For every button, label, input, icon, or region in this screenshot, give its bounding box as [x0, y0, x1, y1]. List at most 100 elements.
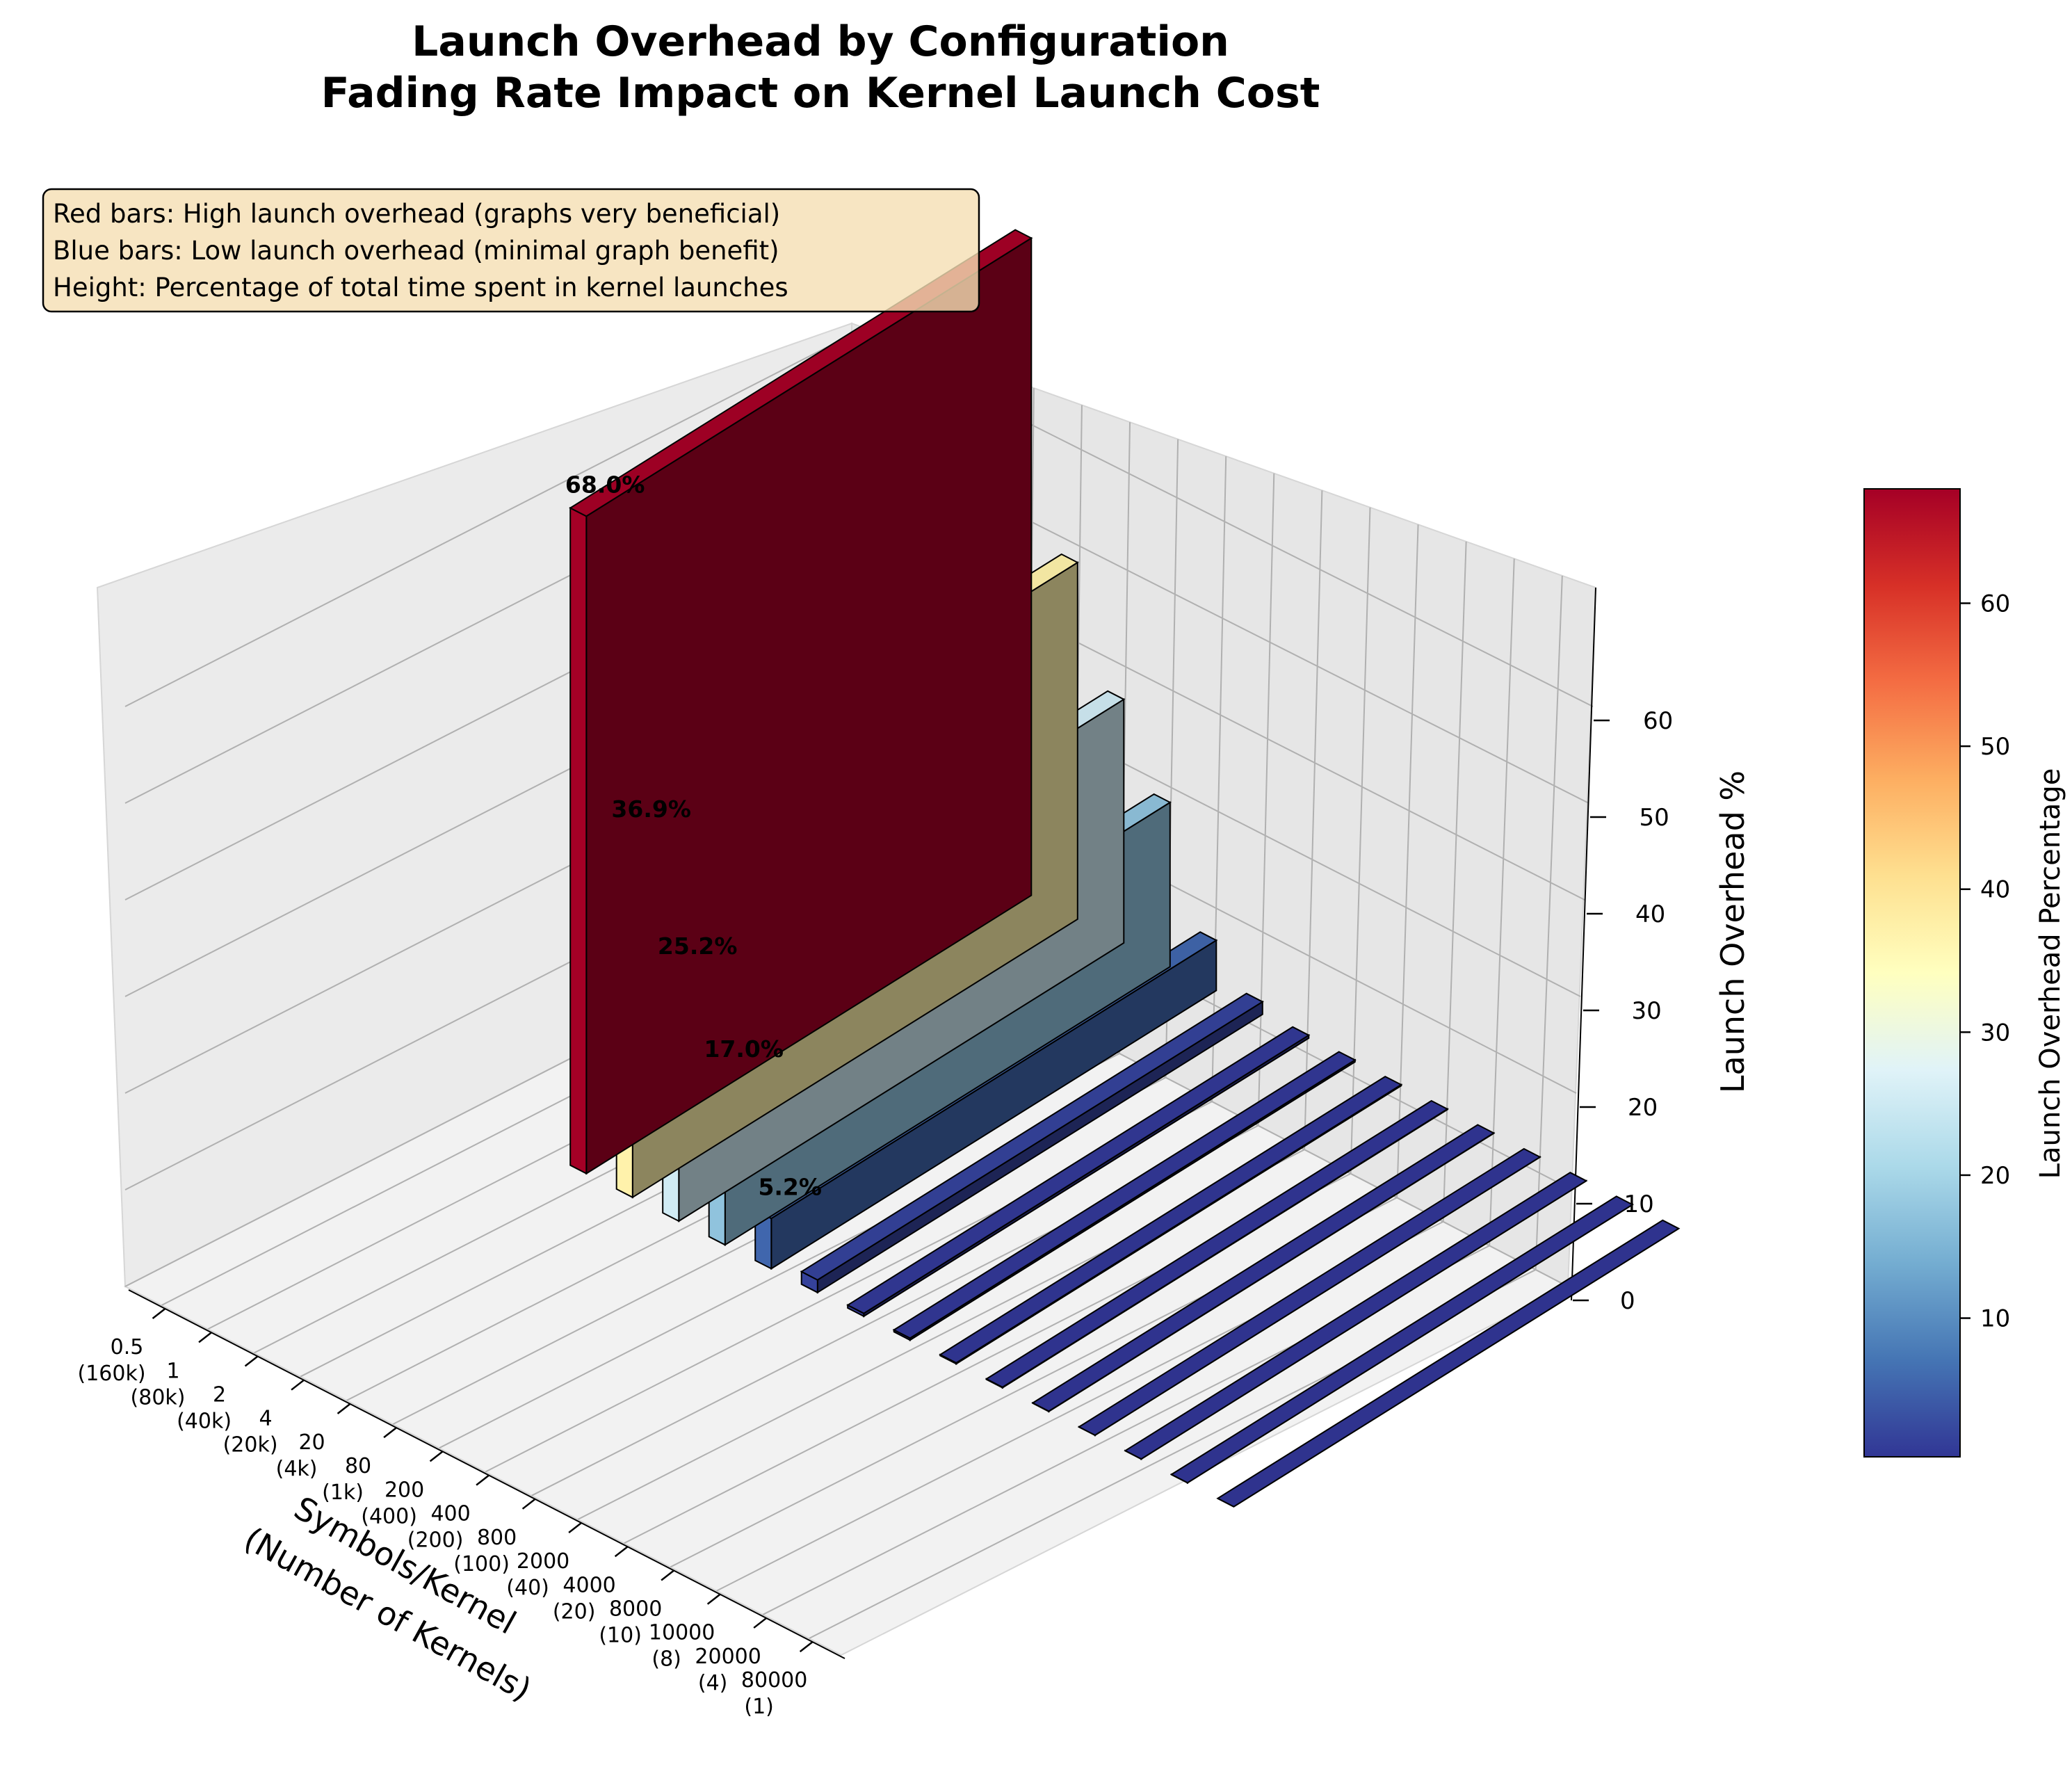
x-tick-mark — [706, 1593, 721, 1605]
x-tick-mark — [383, 1427, 397, 1439]
x-gridline-wall — [1535, 575, 1563, 1270]
bar-top-face — [1169, 1195, 1634, 1484]
x-tick-sublabel: (160k) — [78, 1362, 146, 1386]
z-axis-label: Launch Overhead % — [1714, 770, 1751, 1093]
bar — [569, 229, 1033, 1175]
x-tick-label: 20 — [298, 1430, 325, 1455]
x-tick-sublabel: (1) — [744, 1695, 774, 1719]
annotation-line-1: Red bars: High launch overhead (graphs v… — [53, 199, 780, 229]
x-tick-sublabel: (4k) — [276, 1457, 318, 1481]
x-tick-sublabel: (400) — [361, 1504, 417, 1528]
z-tick-label: 50 — [1640, 804, 1669, 832]
x-tick-mark — [614, 1546, 629, 1558]
x-tick-sublabel: (4) — [698, 1671, 728, 1695]
x-tick-label: 400 — [430, 1502, 470, 1526]
colorbar-label: Launch Overhead Percentage — [2034, 768, 2066, 1179]
x-tick-mark — [568, 1522, 582, 1534]
x-tick-mark — [152, 1308, 166, 1320]
bar-value-label: 5.2% — [758, 1173, 822, 1200]
x-tick-sublabel: (40k) — [177, 1409, 232, 1433]
bar — [985, 1099, 1449, 1389]
chart-title-line-2: Fading Rate Impact on Kernel Launch Cost — [321, 69, 1320, 118]
x-tick-label: 4 — [259, 1407, 273, 1431]
bar — [1169, 1195, 1634, 1485]
annotation-box: Red bars: High launch overhead (graphs v… — [42, 188, 980, 313]
bar-top-face — [985, 1099, 1449, 1389]
x-tick-label: 10000 — [649, 1621, 715, 1645]
bar — [800, 992, 1264, 1294]
colorbar-tick-label: 50 — [1980, 733, 2010, 761]
bar-top-face — [939, 1075, 1403, 1364]
z-tick-label: 40 — [1635, 901, 1665, 928]
colorbar-tick-label: 10 — [1980, 1305, 2010, 1333]
x-axis-line — [128, 1289, 845, 1659]
bar-top-face — [1031, 1124, 1496, 1412]
bar-top-face — [1077, 1147, 1541, 1437]
z-gridline-left — [124, 334, 852, 707]
x-tick-label: 80000 — [741, 1668, 807, 1693]
z-tick-label: 0 — [1620, 1287, 1635, 1315]
bar-top-face — [800, 992, 1264, 1281]
bar — [1077, 1147, 1541, 1437]
bar-top-face — [892, 1051, 1357, 1339]
bar — [1216, 1219, 1681, 1508]
x-tick-label: 200 — [385, 1478, 424, 1502]
x-tick-mark — [198, 1332, 212, 1343]
colorbar — [1863, 488, 1961, 1458]
x-tick-label: 20000 — [695, 1645, 761, 1669]
bar-value-label: 68.0% — [565, 471, 645, 498]
x-tick-mark — [291, 1379, 305, 1391]
x-tick-mark — [799, 1641, 814, 1653]
x-gridline-wall — [1489, 558, 1515, 1246]
x-tick-mark — [244, 1355, 259, 1367]
bar-value-label: 17.0% — [704, 1035, 784, 1063]
z-tick-label: 30 — [1632, 997, 1662, 1025]
x-tick-label: 0.5 — [111, 1335, 144, 1359]
chart-title-line-1: Launch Overhead by Configuration — [412, 17, 1229, 66]
x-tick-sublabel: (20k) — [223, 1433, 278, 1458]
x-tick-sublabel: (80k) — [131, 1385, 186, 1410]
x-tick-mark — [521, 1498, 536, 1510]
x-gridline-wall — [1257, 473, 1275, 1126]
colorbar-ticks: 10 20 30 40 50 60 — [1960, 590, 2010, 1333]
x-tick-mark — [753, 1617, 767, 1629]
x-tick-label: 4000 — [562, 1573, 615, 1597]
z-tick-label: 20 — [1628, 1094, 1658, 1122]
colorbar-tick-label: 20 — [1980, 1162, 2010, 1190]
bar — [892, 1051, 1357, 1341]
x-tick-sublabel: (10) — [599, 1623, 642, 1647]
annotation-line-2: Blue bars: Low launch overhead (minimal … — [53, 236, 779, 266]
bar-front-face — [569, 506, 588, 1175]
bar — [1124, 1172, 1588, 1461]
bar — [846, 1026, 1311, 1318]
bar-value-label: 25.2% — [658, 933, 738, 960]
x-tick-sublabel: (20) — [553, 1599, 596, 1624]
bar — [1031, 1124, 1496, 1413]
z-tick-label: 60 — [1643, 707, 1673, 735]
x-tick-mark — [337, 1403, 351, 1414]
colorbar-tick-label: 60 — [1980, 590, 2010, 617]
x-tick-mark — [661, 1569, 674, 1581]
x-tick-label: 1 — [166, 1359, 179, 1383]
x-tick-label: 2000 — [517, 1549, 569, 1574]
x-tick-sublabel: (200) — [407, 1528, 464, 1553]
x-tick-sublabel: (40) — [506, 1576, 549, 1600]
colorbar-tick-label: 40 — [1980, 876, 2010, 904]
x-tick-sublabel: (100) — [453, 1552, 510, 1576]
x-tick-label: 800 — [477, 1526, 517, 1550]
x-tick-sublabel: (8) — [651, 1647, 681, 1672]
x-tick-mark — [476, 1474, 489, 1486]
x-axis-ticks: 0.5 (160k) 1(80k) 2(40k) 4(20k) 20(4k) 80(1k) 2… — [78, 1289, 845, 1719]
annotation-line-3: Height: Percentage of total time spent i… — [53, 273, 788, 302]
x-tick-label: 2 — [213, 1382, 226, 1407]
x-gridline-wall — [1211, 456, 1227, 1102]
colorbar-tick-label: 30 — [1980, 1019, 2010, 1047]
bar-top-face — [846, 1026, 1311, 1314]
x-tick-sublabel: (1k) — [322, 1480, 364, 1505]
bar — [939, 1075, 1403, 1366]
bar-top-face — [1124, 1172, 1588, 1460]
bar-value-label: 36.9% — [611, 796, 691, 823]
value-labels: 5.2% 17.0% 25.2% 36.9% 68.0% — [565, 471, 822, 1200]
